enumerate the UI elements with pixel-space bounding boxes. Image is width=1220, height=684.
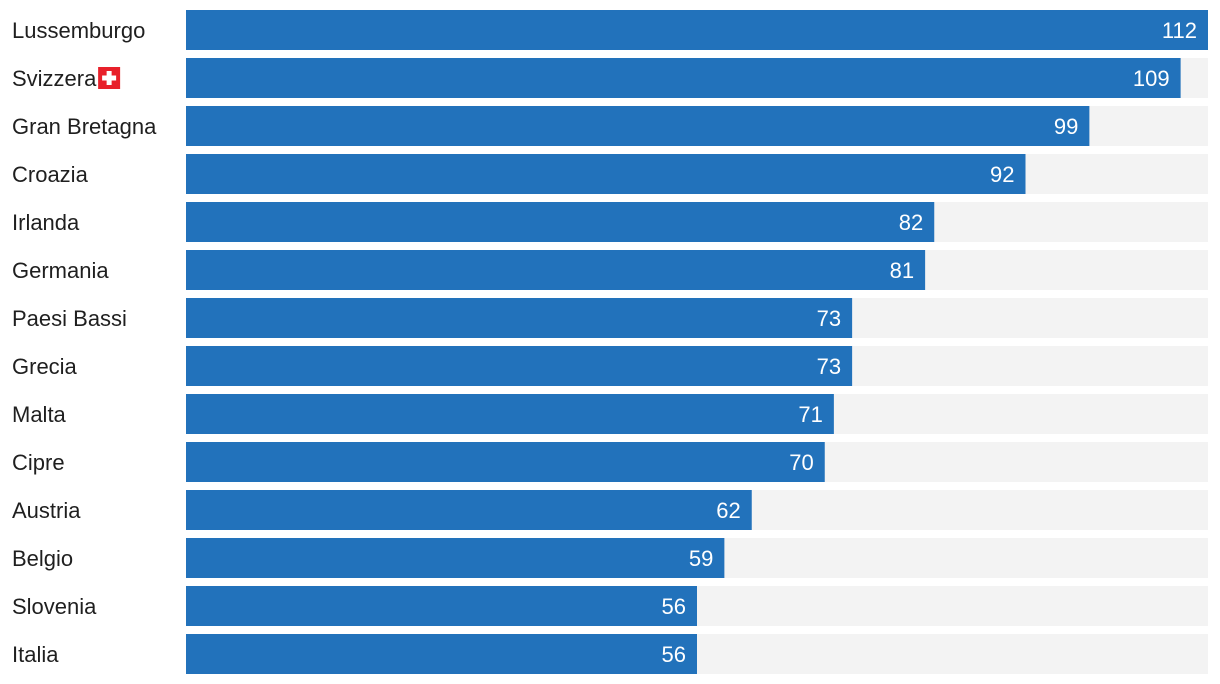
value-label-grecia: 73 xyxy=(817,354,841,379)
category-label-grecia: Grecia xyxy=(12,354,78,379)
bar-row-germania: Germania 81 xyxy=(12,250,1208,290)
category-label-austria: Austria xyxy=(12,498,81,523)
bar-lussemburgo xyxy=(186,10,1208,50)
bar-germania xyxy=(186,250,926,290)
bar-svizzera xyxy=(186,58,1181,98)
bar-row-svizzera: Svizzera 109 xyxy=(12,58,1208,98)
bar-row-lussemburgo: Lussemburgo 112 xyxy=(12,10,1208,50)
bar-grecia xyxy=(186,346,853,386)
bar-row-gran-bretagna: Gran Bretagna 99 xyxy=(12,106,1208,146)
category-label-cipre: Cipre xyxy=(12,450,65,475)
value-label-irlanda: 82 xyxy=(899,210,923,235)
value-label-gran-bretagna: 99 xyxy=(1054,114,1078,139)
value-label-lussemburgo: 112 xyxy=(1162,18,1197,43)
swiss-flag-icon xyxy=(98,67,121,89)
category-label-malta: Malta xyxy=(12,402,67,427)
value-label-austria: 62 xyxy=(716,498,740,523)
value-label-slovenia: 56 xyxy=(662,594,686,619)
category-label-belgio: Belgio xyxy=(12,546,73,571)
bar-croazia xyxy=(186,154,1026,194)
category-label-italia: Italia xyxy=(12,642,59,667)
value-label-italia: 56 xyxy=(662,642,686,667)
flag-cross-horizontal xyxy=(102,75,117,81)
bar-row-paesi-bassi: Paesi Bassi 73 xyxy=(12,298,1208,338)
category-label-slovenia: Slovenia xyxy=(12,594,97,619)
bar-row-grecia: Grecia 73 xyxy=(12,346,1208,386)
value-label-svizzera: 109 xyxy=(1133,66,1170,91)
bar-austria xyxy=(186,490,752,530)
bar-paesi-bassi xyxy=(186,298,853,338)
value-label-belgio: 59 xyxy=(689,546,713,571)
bar-row-croazia: Croazia 92 xyxy=(12,154,1208,194)
value-label-croazia: 92 xyxy=(990,162,1014,187)
bar-belgio xyxy=(186,538,725,578)
bar-irlanda xyxy=(186,202,935,242)
value-label-paesi-bassi: 73 xyxy=(817,306,841,331)
bar-row-austria: Austria 62 xyxy=(12,490,1208,530)
category-label-croazia: Croazia xyxy=(12,162,89,187)
value-label-malta: 71 xyxy=(798,402,822,427)
bar-malta xyxy=(186,394,834,434)
category-label-svizzera: Svizzera xyxy=(12,66,97,91)
category-label-paesi-bassi: Paesi Bassi xyxy=(12,306,127,331)
bar-row-cipre: Cipre 70 xyxy=(12,442,1208,482)
category-label-irlanda: Irlanda xyxy=(12,210,80,235)
value-label-germania: 81 xyxy=(890,258,914,283)
bar-row-italia: Italia 56 xyxy=(12,634,1208,674)
bar-row-malta: Malta 71 xyxy=(12,394,1208,434)
value-label-cipre: 70 xyxy=(789,450,813,475)
bar-row-slovenia: Slovenia 56 xyxy=(12,586,1208,626)
bar-gran-bretagna xyxy=(186,106,1090,146)
bar-slovenia xyxy=(186,586,697,626)
bar-italia xyxy=(186,634,697,674)
category-label-gran-bretagna: Gran Bretagna xyxy=(12,114,157,139)
category-label-lussemburgo: Lussemburgo xyxy=(12,18,145,43)
bar-row-irlanda: Irlanda 82 xyxy=(12,202,1208,242)
category-label-germania: Germania xyxy=(12,258,109,283)
bar-cipre xyxy=(186,442,825,482)
bar-row-belgio: Belgio 59 xyxy=(12,538,1208,578)
